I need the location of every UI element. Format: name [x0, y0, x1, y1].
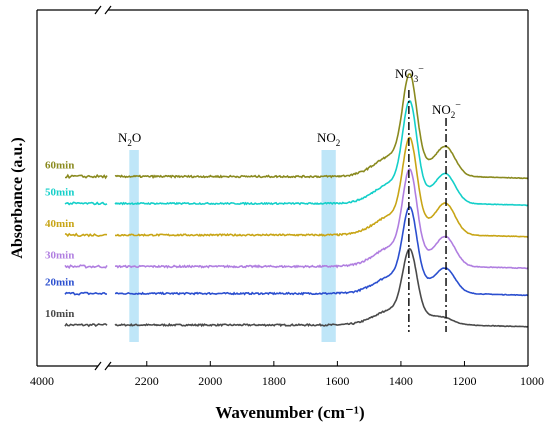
shaded-band-0 [129, 150, 139, 342]
x-axis-title: Wavenumber (cm⁻¹) [215, 403, 364, 422]
x-tick-label-2200: 2200 [135, 374, 159, 388]
y-axis-title: Absorbance (a.u.) [9, 137, 26, 258]
axis-break-mark [94, 5, 102, 15]
series-label-30min: 30min [45, 250, 74, 262]
axis-break-mark [104, 5, 112, 15]
band-labels: N2O NO2 NO3− NO2− [118, 64, 461, 148]
trace-main-40min [115, 136, 528, 238]
trace-left-20min [64, 291, 108, 296]
x-tick-label-1800: 1800 [262, 374, 286, 388]
series-30min [64, 167, 529, 270]
trace-main-30min [114, 167, 529, 270]
x-tick-label-1600: 1600 [325, 374, 349, 388]
series-labels: 10min 20min 30min 40min 50min 60min [45, 160, 74, 321]
series-label-40min: 40min [45, 218, 74, 230]
annotation-label-1: NO2 [317, 130, 340, 148]
x-axis-ticks: 4000 2200 2000 1800 1600 1400 1200 1000 [30, 361, 544, 388]
trace-left-50min [64, 201, 108, 206]
shaded-bands [129, 150, 336, 342]
trace-left-10min [64, 322, 108, 328]
series-label-20min: 20min [45, 277, 74, 289]
trace-left-60min [65, 173, 108, 180]
series-label-50min: 50min [45, 187, 74, 199]
series-20min [64, 206, 529, 297]
annotation-label-3: NO2− [432, 100, 461, 120]
series-40min [64, 136, 528, 238]
series-label-60min: 60min [45, 160, 74, 172]
annotation-label-0: N2O [118, 130, 141, 148]
x-tick-label-1200: 1200 [452, 374, 476, 388]
axis-break-mark [104, 361, 112, 371]
annotation-label-2: NO3− [395, 64, 424, 84]
shaded-band-1 [321, 150, 336, 342]
trace-left-40min [64, 232, 108, 238]
plot-frame [36, 5, 529, 371]
trace-main-50min [114, 99, 528, 207]
series-50min [64, 99, 528, 207]
annotation-lines [408, 90, 447, 332]
axis-break-mark [94, 361, 102, 371]
x-tick-label-2000: 2000 [198, 374, 222, 388]
trace-main-60min [114, 73, 528, 180]
x-tick-label-1400: 1400 [389, 374, 413, 388]
series-traces [64, 73, 529, 328]
trace-main-10min [114, 247, 528, 328]
trace-main-20min [114, 206, 529, 297]
series-60min [65, 73, 528, 180]
trace-left-30min [64, 264, 108, 270]
series-10min [64, 247, 528, 328]
x-tick-label-4000: 4000 [30, 374, 54, 388]
series-label-10min: 10min [45, 308, 74, 320]
x-tick-label-1000: 1000 [520, 374, 544, 388]
